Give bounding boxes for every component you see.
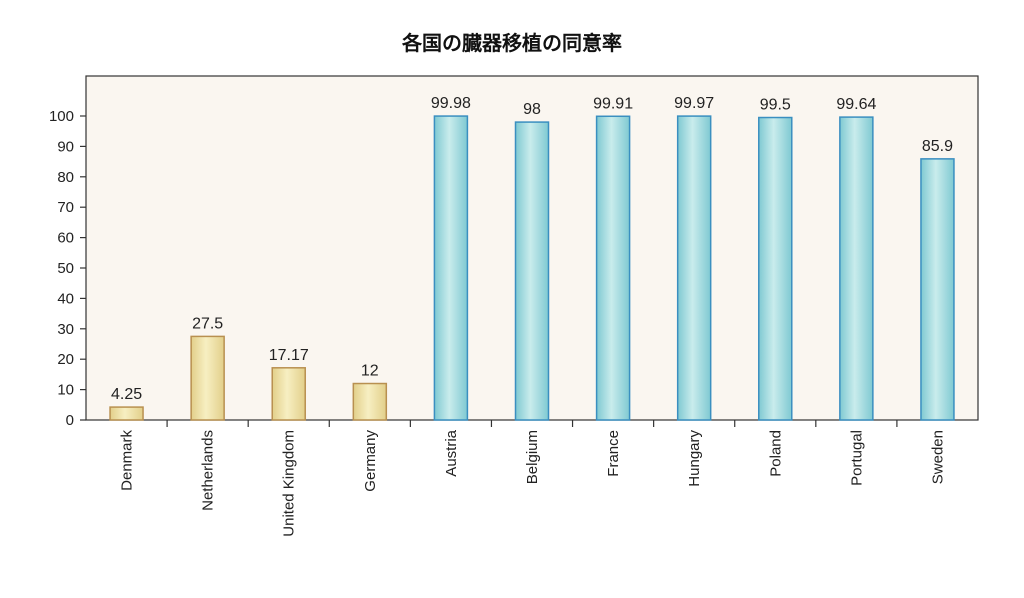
bar-poland xyxy=(758,116,793,421)
chart-title: 各国の臓器移植の同意率 xyxy=(401,31,622,55)
value-label: 85.9 xyxy=(922,138,953,155)
value-label: 99.91 xyxy=(593,95,633,112)
value-label: 99.98 xyxy=(431,95,471,112)
x-tick-label: Germany xyxy=(362,430,379,492)
y-tick-label: 90 xyxy=(57,138,74,155)
y-tick-label: 50 xyxy=(57,260,74,277)
x-tick-label: Netherlands xyxy=(200,430,217,511)
value-label: 4.25 xyxy=(111,386,142,403)
y-tick-label: 70 xyxy=(57,199,74,216)
bar-austria xyxy=(433,115,469,421)
bar-sweden xyxy=(920,158,955,421)
bar-portugal xyxy=(839,116,874,421)
y-tick-label: 10 xyxy=(57,382,74,399)
bar-netherlands xyxy=(190,335,225,421)
y-axis: 0 10 20 30 40 50 60 70 80 90 100 xyxy=(49,108,86,429)
bar-hungary xyxy=(676,115,712,421)
value-label: 17.17 xyxy=(269,347,309,364)
value-label: 98 xyxy=(523,101,541,118)
y-tick-label: 60 xyxy=(57,230,74,247)
y-tick-label: 100 xyxy=(49,108,74,125)
value-label: 12 xyxy=(361,363,379,380)
bars xyxy=(109,115,955,421)
x-axis: Denmark Netherlands United Kingdom Germany A… xyxy=(119,420,946,537)
bar-belgium xyxy=(514,121,550,421)
x-tick-label: Portugal xyxy=(848,430,865,486)
y-tick-label: 20 xyxy=(57,351,74,368)
value-label: 99.97 xyxy=(674,95,714,112)
x-tick-label: Belgium xyxy=(524,430,541,484)
x-tick-label: Denmark xyxy=(119,430,136,491)
x-tick-label: Poland xyxy=(767,430,784,477)
value-label: 99.64 xyxy=(836,96,876,113)
bar-germany xyxy=(352,382,388,421)
y-tick-label: 30 xyxy=(57,321,74,338)
y-tick-label: 40 xyxy=(57,290,74,307)
x-tick-label: Sweden xyxy=(929,430,946,484)
x-tick-label: Hungary xyxy=(686,430,703,487)
y-tick-label: 0 xyxy=(66,412,74,429)
bar-denmark xyxy=(109,406,144,421)
bar-united-kingdom xyxy=(271,367,306,421)
value-labels: 4.25 27.5 17.17 12 99.98 98 99.91 99.97 99.5 99.6… xyxy=(111,95,953,403)
value-label: 27.5 xyxy=(192,315,223,332)
x-tick-label: United Kingdom xyxy=(281,430,298,537)
x-tick-label: Austria xyxy=(443,429,460,476)
bar-france xyxy=(595,115,631,421)
x-tick-label: France xyxy=(605,430,622,477)
value-label: 99.5 xyxy=(760,97,791,114)
y-tick-label: 80 xyxy=(57,169,74,186)
